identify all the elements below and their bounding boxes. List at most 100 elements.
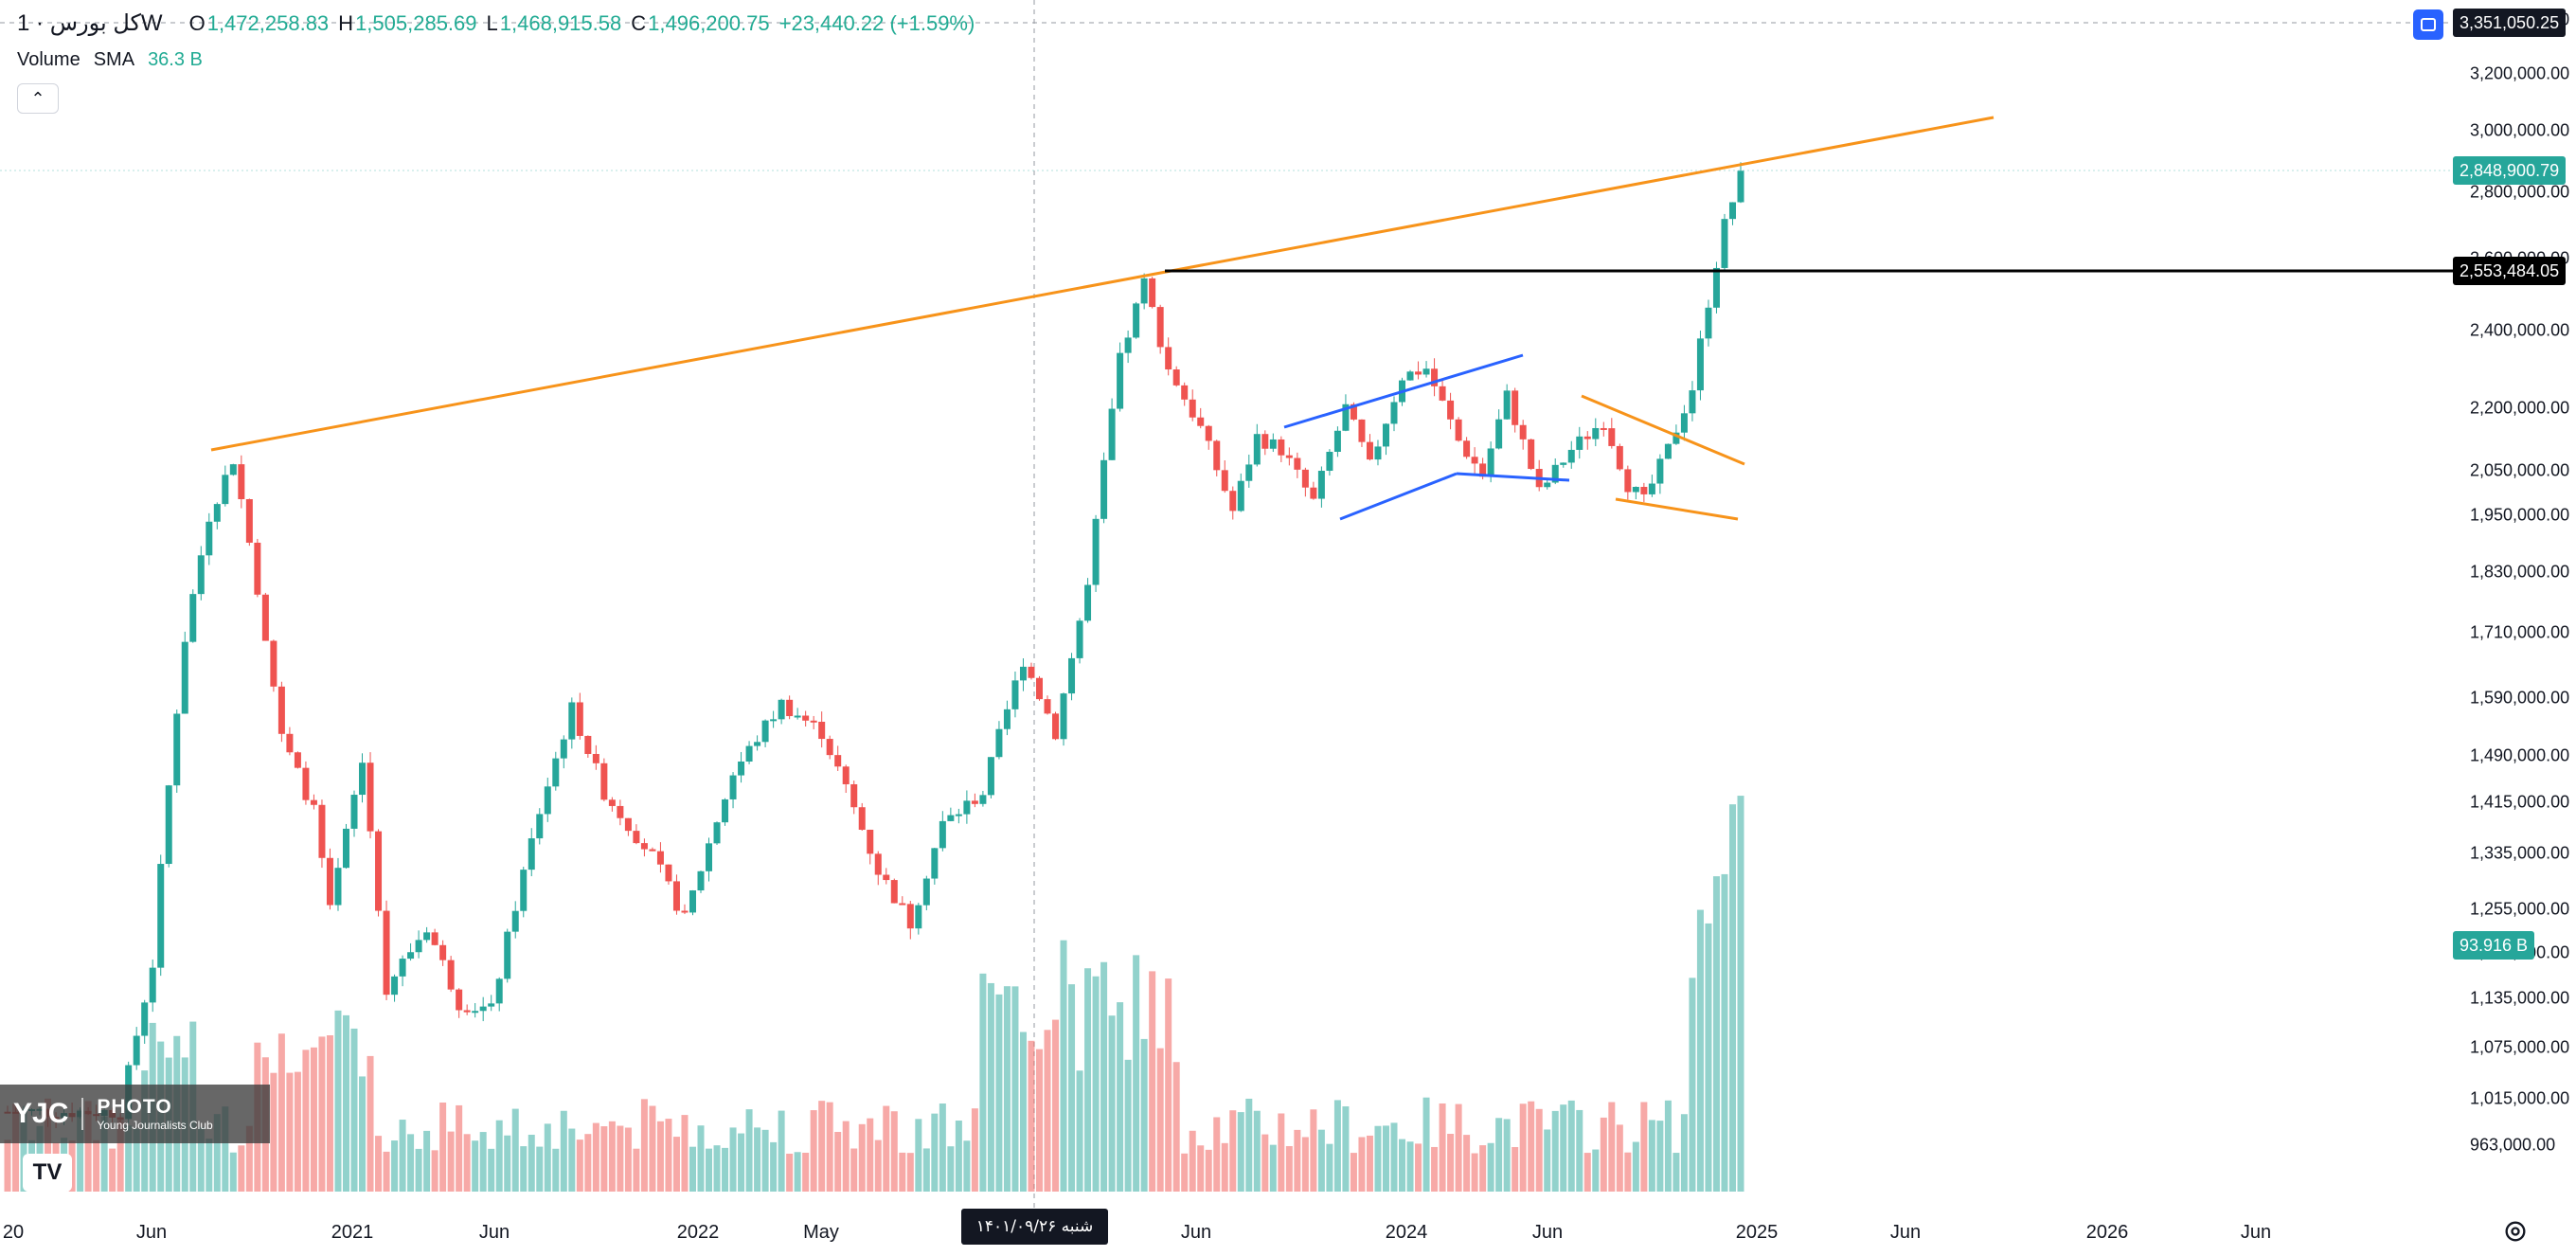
volume-bar: [1528, 1101, 1535, 1192]
volume-bar: [560, 1110, 567, 1192]
time-tick-label: May: [803, 1222, 839, 1243]
candle-body: [633, 831, 640, 844]
candle-body: [640, 843, 648, 850]
volume-bar: [1301, 1137, 1309, 1192]
candle-body: [1390, 402, 1398, 424]
candle-body: [1269, 439, 1277, 449]
auto-scale-button[interactable]: [2413, 9, 2443, 40]
candle-body: [1624, 469, 1632, 493]
candle-body: [681, 910, 689, 913]
volume-bar: [423, 1130, 431, 1192]
candle-body: [1689, 390, 1696, 414]
candle-body: [1326, 451, 1333, 472]
collapse-legend-button[interactable]: ⌃: [17, 83, 59, 114]
candle-body: [1092, 518, 1100, 585]
candle-body: [302, 767, 310, 800]
volume-bar: [656, 1121, 664, 1192]
candle-body: [1140, 278, 1148, 304]
volume-bar: [286, 1072, 294, 1192]
candle-body: [1495, 419, 1503, 449]
candle-body: [1600, 427, 1607, 430]
volume-bar: [1463, 1135, 1471, 1192]
volume-bar: [1366, 1135, 1373, 1192]
time-tick-label: 20: [2, 1222, 25, 1243]
watermark-subtitle: Young Journalists Club: [97, 1119, 213, 1132]
candle-body: [1471, 457, 1478, 464]
volume-bar: [867, 1118, 874, 1192]
volume-bar: [1269, 1144, 1277, 1192]
volume-bar: [842, 1121, 850, 1192]
volume-bar: [890, 1111, 898, 1192]
time-axis[interactable]: 20 Jun 2021 Jun 2022 May Jun 2024 Jun 2025 Jun 2026…: [0, 1212, 2453, 1256]
volume-bar: [754, 1127, 761, 1192]
candle-body: [915, 905, 922, 929]
volume-bar: [995, 994, 1003, 1192]
candle-body: [1640, 487, 1648, 494]
volume-bar: [1205, 1149, 1212, 1192]
volume-bar: [1479, 1145, 1487, 1192]
candle-body: [656, 851, 664, 865]
candle-body: [1560, 462, 1567, 465]
volume-bar: [584, 1134, 592, 1192]
candle-body: [826, 739, 833, 756]
candle-body: [786, 699, 794, 717]
volume-bar: [1237, 1112, 1244, 1192]
volume-bar: [116, 1117, 124, 1192]
candle-body: [294, 752, 301, 768]
volume-bar: [12, 1103, 20, 1192]
candle-body: [761, 720, 769, 743]
candle-body: [1551, 464, 1559, 483]
volume-bar: [407, 1134, 415, 1192]
volume-bar: [850, 1148, 858, 1192]
volume-bar: [834, 1131, 842, 1192]
candle-body: [850, 783, 858, 808]
volume-bar: [568, 1128, 576, 1192]
volume-bar: [1495, 1118, 1503, 1192]
price-tick-label: 2,400,000.00: [2470, 320, 2570, 340]
volume-bar: [1084, 968, 1092, 1192]
candle-body: [1455, 419, 1462, 441]
candle-body: [544, 786, 551, 815]
candle-body: [1528, 439, 1535, 470]
price-tick-label: 963,000.00: [2470, 1135, 2556, 1155]
candle-body: [1052, 713, 1060, 740]
symbol-title[interactable]: کل بورس · 1W: [17, 10, 163, 36]
price-scale[interactable]: 3,400,000.003,200,000.003,000,000.002,80…: [2453, 0, 2576, 1222]
volume-bar: [1632, 1141, 1639, 1192]
volume-bar: [1028, 1040, 1035, 1192]
price-tick-label: 2,800,000.00: [2470, 182, 2570, 202]
volume-bar: [277, 1033, 285, 1192]
candle-body: [1197, 417, 1205, 426]
candle-body: [206, 521, 213, 556]
candle-body: [1737, 170, 1744, 203]
volume-bar: [415, 1148, 422, 1192]
long-term-trendline: [210, 116, 1995, 452]
volume-bar: [738, 1133, 745, 1192]
candle-body: [407, 952, 415, 960]
volume-bar: [536, 1146, 544, 1192]
candle-body: [254, 542, 261, 595]
volume-legend[interactable]: Volume SMA 36.3 B: [17, 49, 203, 71]
volume-bar: [979, 973, 987, 1192]
volume-bar: [600, 1126, 608, 1192]
candle-body: [778, 699, 785, 720]
candle-body: [1680, 413, 1688, 433]
volume-bar: [1721, 873, 1728, 1192]
tradingview-logo[interactable]: TV: [23, 1154, 72, 1192]
chevron-up-icon: ⌃: [30, 88, 45, 108]
candle-body: [649, 849, 656, 852]
price-tick-label: 2,200,000.00: [2470, 398, 2570, 418]
candle-body: [1133, 303, 1140, 338]
volume-bar: [931, 1113, 939, 1192]
volume-bar: [245, 1125, 253, 1192]
settings-gear-icon[interactable]: [2502, 1218, 2529, 1245]
volume-bar: [206, 1139, 213, 1192]
volume-bar: [874, 1139, 882, 1192]
volume-bar: [100, 1116, 108, 1192]
volume-bar: [1616, 1124, 1623, 1192]
candle-body: [818, 721, 826, 740]
volume-bar: [367, 1055, 374, 1192]
volume-bar: [511, 1108, 519, 1192]
